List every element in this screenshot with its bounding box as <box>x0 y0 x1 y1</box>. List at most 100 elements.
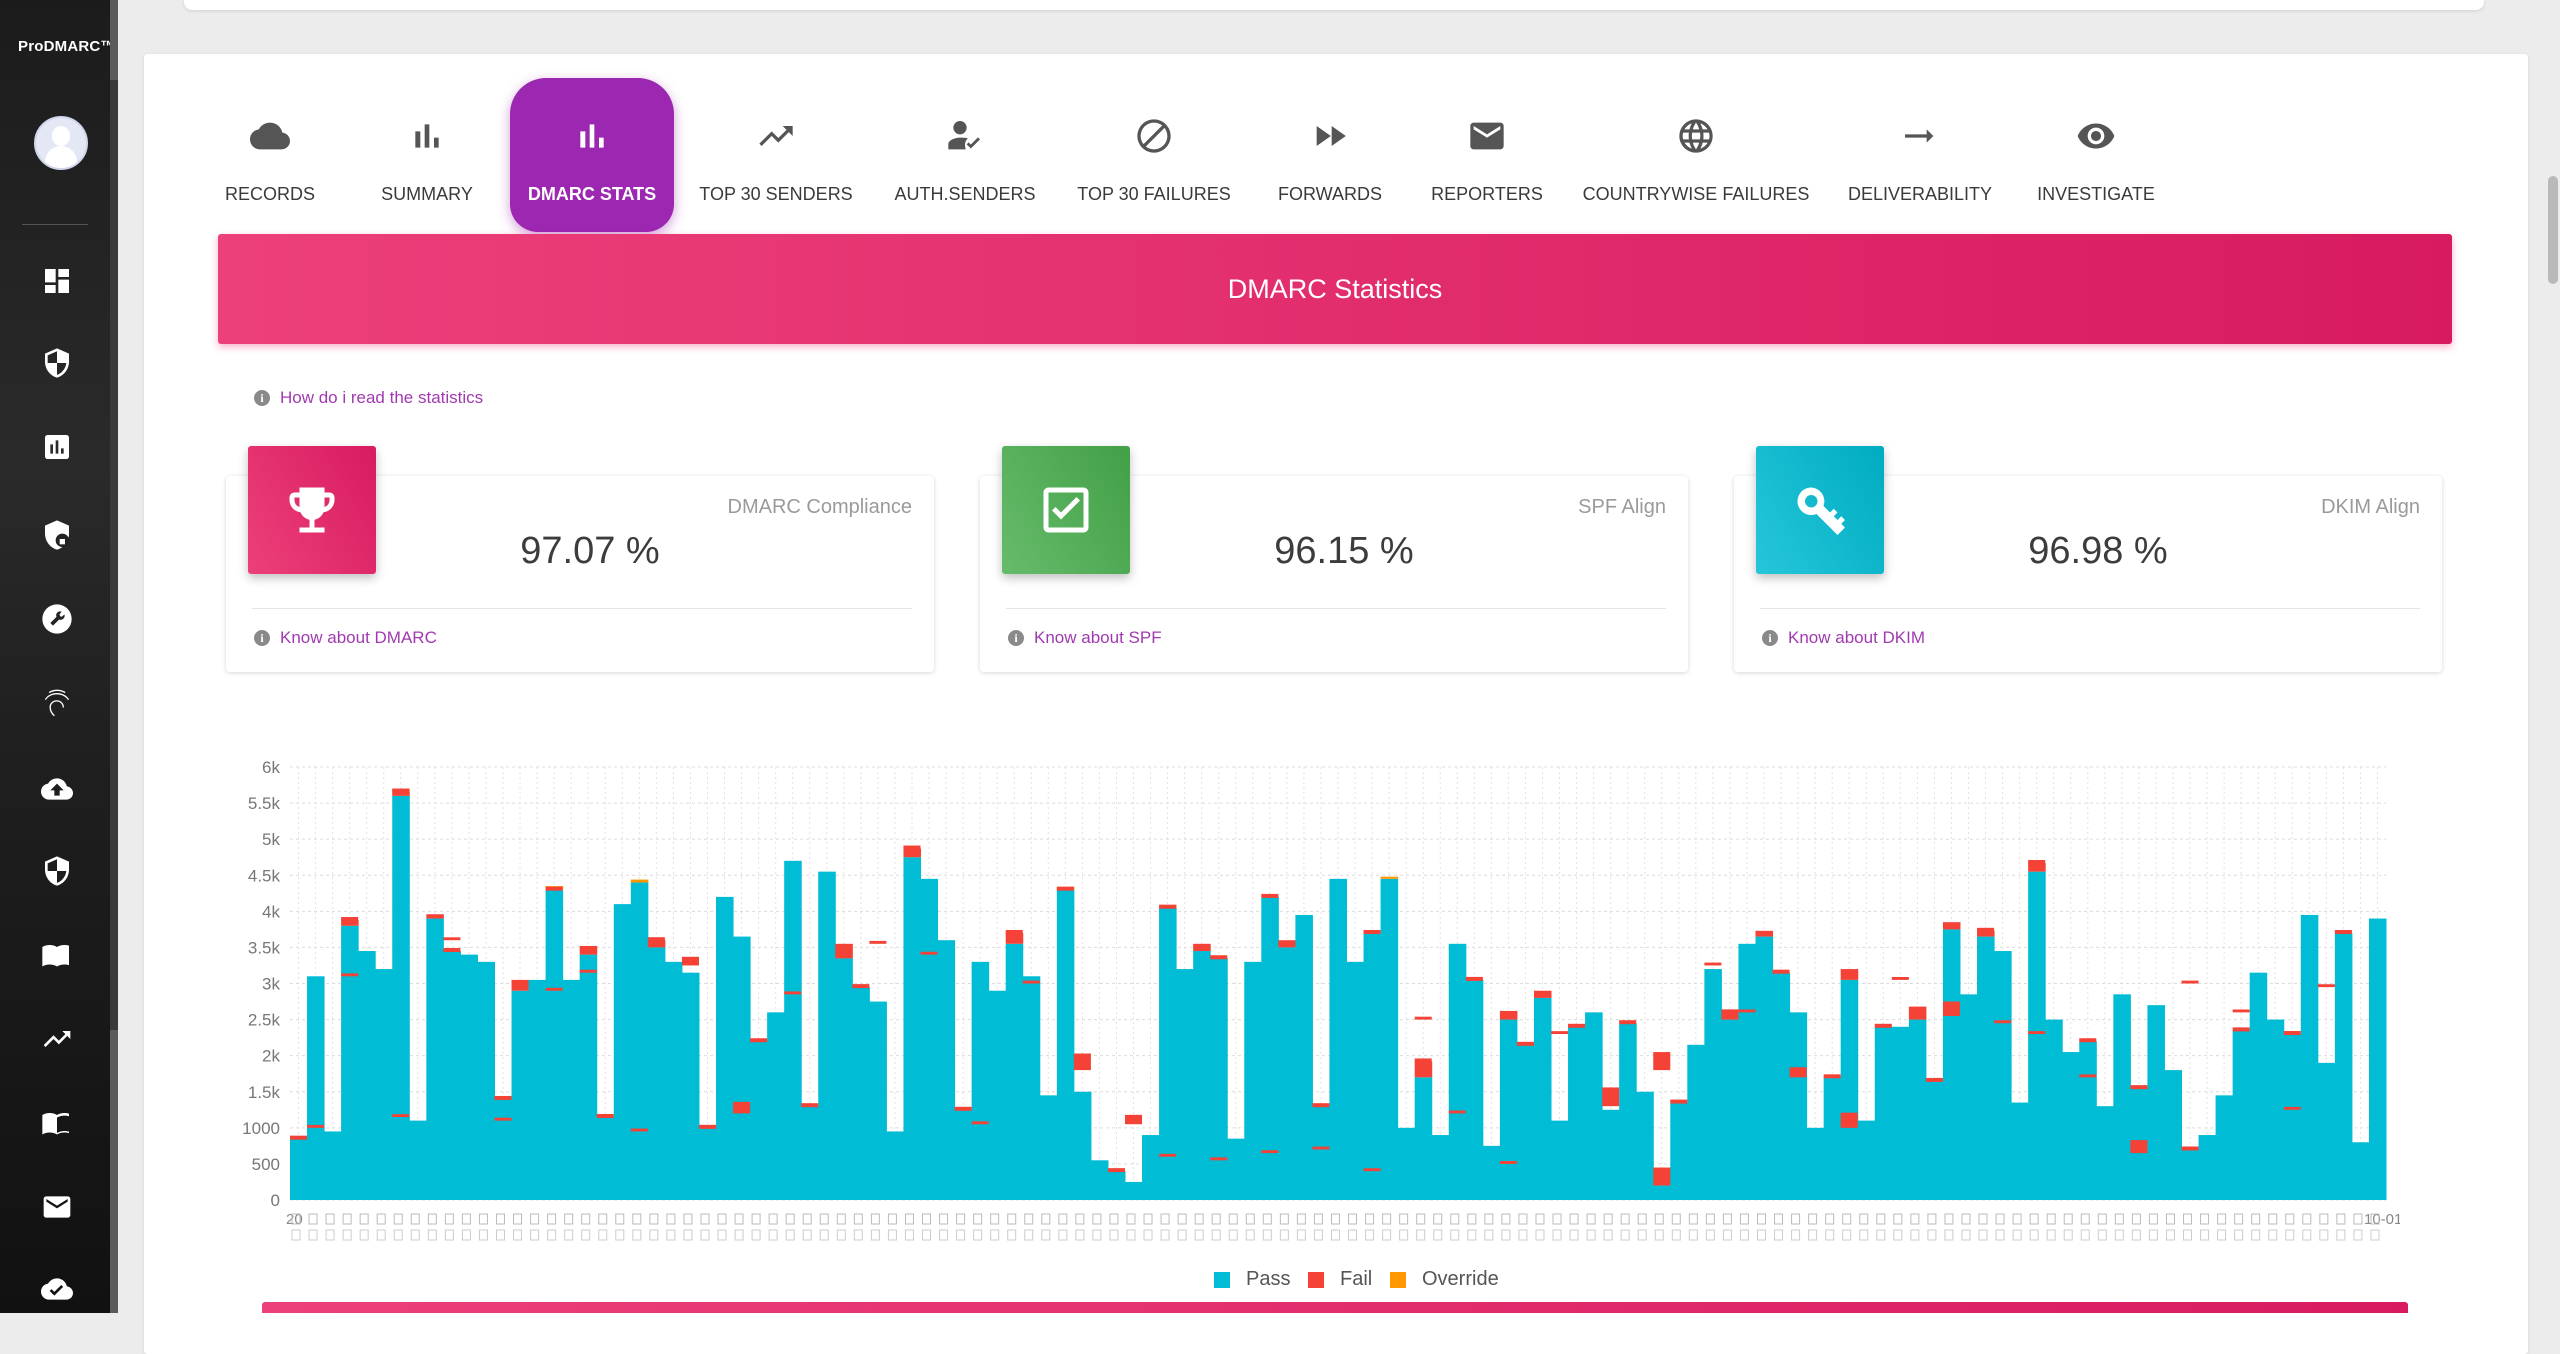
trending-up-icon[interactable] <box>40 1022 74 1056</box>
bar-pass <box>1465 979 1484 1200</box>
x-tick-mark <box>547 1213 557 1225</box>
tab-reporters[interactable]: REPORTERS <box>1430 78 1544 232</box>
bar-pass <box>1022 976 1041 1200</box>
legend-pass[interactable]: Pass <box>1214 1268 1290 1291</box>
x-tick-mark <box>802 1213 812 1225</box>
know-about-dmarc-link[interactable]: i Know about DMARC <box>254 628 437 648</box>
bar-fail-cap <box>1210 955 1228 960</box>
x-tick-mark <box>904 1229 914 1241</box>
x-tick-mark <box>2148 1213 2158 1225</box>
bar-fail-cap <box>1107 1168 1125 1173</box>
x-tick-mark <box>1808 1213 1818 1225</box>
x-tick-mark <box>1518 1213 1528 1225</box>
tab-countrywise-failures[interactable]: COUNTRYWISE FAILURES <box>1583 78 1809 232</box>
tab-investigate[interactable]: INVESTIGATE <box>2034 78 2158 232</box>
bar-pass <box>1056 889 1075 1200</box>
fail-mark <box>1653 1052 1671 1071</box>
tab-forwards[interactable]: FORWARDS <box>1274 78 1386 232</box>
x-tick-mark <box>1722 1229 1732 1241</box>
cloud-check-icon[interactable] <box>40 1272 74 1306</box>
x-tick-mark <box>939 1229 949 1241</box>
x-tick-mark <box>1774 1229 1784 1241</box>
tab-auth-senders[interactable]: AUTH.SENDERS <box>892 78 1038 232</box>
x-tick-mark <box>1995 1229 2005 1241</box>
y-tick-label: 6k <box>262 758 280 777</box>
tab-deliverability[interactable]: DELIVERABILITY <box>1846 78 1994 232</box>
x-tick-mark <box>2234 1213 2244 1225</box>
x-tick-mark <box>1245 1229 1255 1241</box>
know-about-dkim-link[interactable]: i Know about DKIM <box>1762 628 1925 648</box>
y-tick-label: 1.5k <box>248 1083 281 1102</box>
y-tick-label: 500 <box>252 1155 280 1174</box>
x-tick-mark <box>632 1229 642 1241</box>
report-chart-icon[interactable] <box>40 430 74 464</box>
bar-fail-cap <box>2334 929 2352 934</box>
stat-value: 96.98 % <box>2028 530 2168 572</box>
bar-fail-cap <box>852 984 870 989</box>
help-link[interactable]: i How do i read the statistics <box>254 388 483 408</box>
mail-icon[interactable] <box>40 1190 74 1224</box>
x-tick-mark <box>513 1213 523 1225</box>
x-tick-mark <box>1109 1229 1119 1241</box>
know-about-spf-link[interactable]: i Know about SPF <box>1008 628 1162 648</box>
x-tick-mark <box>393 1213 403 1225</box>
fingerprint-icon[interactable] <box>40 686 74 720</box>
book-icon[interactable] <box>40 938 74 972</box>
x-tick-mark <box>836 1213 846 1225</box>
user-avatar[interactable] <box>34 116 88 170</box>
bar-fail <box>1193 943 1211 952</box>
fail-mark <box>1261 1150 1279 1154</box>
bar-pass <box>324 1131 342 1200</box>
fail-mark <box>1942 1001 1960 1016</box>
bar-fail-cap <box>596 1114 614 1119</box>
x-tick-mark <box>683 1229 693 1241</box>
fail-mark <box>545 987 563 991</box>
page-scrollbar[interactable] <box>2546 0 2560 1313</box>
security-icon[interactable] <box>40 854 74 888</box>
x-tick-mark <box>1603 1213 1613 1225</box>
book-open-icon[interactable] <box>40 1106 74 1140</box>
sidebar-scrollbar[interactable] <box>110 0 118 1313</box>
x-tick-mark <box>461 1213 471 1225</box>
tab-dmarc-stats[interactable]: DMARC STATS <box>510 78 674 232</box>
x-tick-mark <box>2183 1229 2193 1241</box>
wrench-icon[interactable] <box>40 602 74 636</box>
bar-fail <box>1908 1006 1927 1020</box>
shield-icon[interactable] <box>40 346 74 380</box>
bar-pass <box>1891 1026 1910 1200</box>
x-tick-mark <box>410 1213 420 1225</box>
dashboard-icon[interactable] <box>40 264 74 298</box>
bar-pass <box>1448 943 1467 1200</box>
x-tick-mark <box>1075 1213 1085 1225</box>
legend-fail[interactable]: Fail <box>1308 1268 1372 1291</box>
x-tick-mark <box>1637 1213 1647 1225</box>
help-link-label: How do i read the statistics <box>280 388 484 407</box>
x-tick-mark <box>819 1213 829 1225</box>
tab-top-30-failures[interactable]: TOP 30 FAILURES <box>1076 78 1232 232</box>
x-tick-mark <box>853 1213 863 1225</box>
x-tick-mark <box>1467 1229 1477 1241</box>
x-tick-mark <box>1075 1229 1085 1241</box>
tab-records[interactable]: RECORDS <box>218 78 322 232</box>
x-tick-mark <box>564 1213 574 1225</box>
x-tick-mark <box>1313 1213 1323 1225</box>
bar-fail-cap <box>1823 1074 1841 1079</box>
bar-pass <box>1942 929 1961 1200</box>
page-title: DMARC Statistics <box>1227 273 1443 304</box>
tab-summary[interactable]: SUMMARY <box>370 78 484 232</box>
shield-lock-icon[interactable] <box>40 518 74 552</box>
x-tick-mark <box>1484 1229 1494 1241</box>
x-tick-mark <box>1330 1229 1340 1241</box>
tab-top-30-senders[interactable]: TOP 30 SENDERS <box>699 78 853 232</box>
legend-override[interactable]: Override <box>1390 1268 1499 1291</box>
page-title-banner: DMARC Statistics <box>218 234 2452 344</box>
x-tick-mark <box>1705 1213 1715 1225</box>
x-tick-mark <box>1535 1213 1545 1225</box>
x-tick-mark <box>530 1229 540 1241</box>
bar-pass <box>1585 1012 1603 1200</box>
x-tick-mark <box>717 1229 727 1241</box>
cloud-upload-icon[interactable] <box>40 772 74 806</box>
bar-pass <box>1994 951 2012 1200</box>
x-tick-mark <box>1774 1213 1784 1225</box>
fail-mark <box>971 1121 989 1125</box>
